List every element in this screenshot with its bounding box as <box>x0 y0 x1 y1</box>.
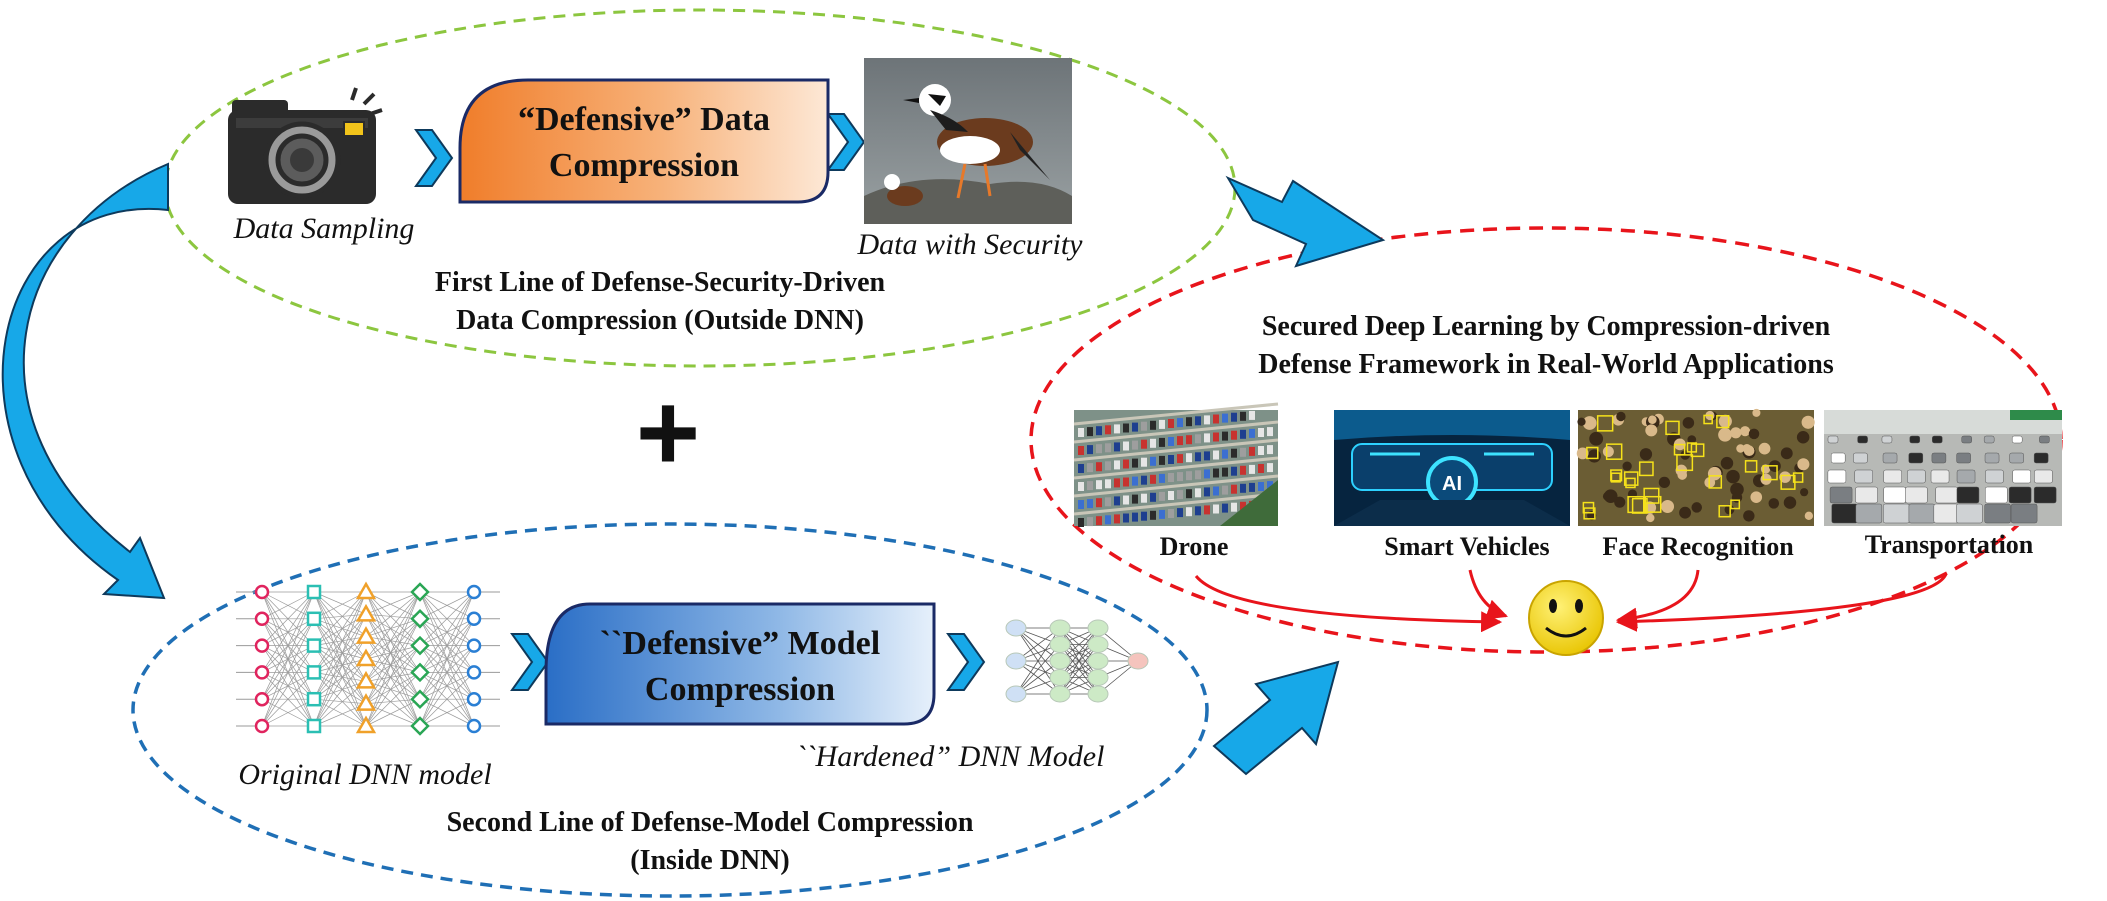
face-recognition-photo <box>1576 408 1815 526</box>
chevron-right-icon <box>946 633 986 691</box>
dnn-node <box>410 609 430 629</box>
dnn-node <box>1087 685 1109 703</box>
dnn-node <box>355 648 377 667</box>
dnn-node <box>355 715 377 734</box>
dnn-node <box>466 718 482 734</box>
dnn-node <box>1087 652 1109 670</box>
top-to-apps-arrow <box>1225 175 1386 268</box>
dnn-node <box>254 718 270 734</box>
dnn-node <box>466 638 482 653</box>
hardened-dnn-label: ``Hardened” DNN Model <box>795 740 1105 773</box>
smart-vehicle-photo: AI <box>1334 410 1570 526</box>
dnn-node <box>1049 652 1071 670</box>
dnn-node <box>410 662 430 683</box>
model-compression-text-line2: Compression <box>644 671 836 708</box>
drone-to-smiley-arrow <box>1194 575 1503 633</box>
app-label-transportation: Transportation <box>1864 530 2034 559</box>
dnn-node <box>306 584 322 600</box>
dnn-node <box>1005 685 1027 703</box>
dnn-node <box>254 638 270 653</box>
vehicle-screen-text: AI <box>1442 473 1462 495</box>
dnn-node <box>355 670 377 689</box>
drone-photo <box>1073 402 1279 527</box>
top-caption-line2: Data Compression (Outside DNN) <box>456 305 864 336</box>
bird-photo <box>864 58 1072 224</box>
bottom-caption-line2: (Inside DNN) <box>630 845 790 876</box>
dnn-node <box>306 665 322 680</box>
dnn-node <box>254 611 270 627</box>
dnn-node <box>355 693 377 711</box>
dnn-node <box>306 718 322 734</box>
transport-to-smiley-arrow <box>1615 573 1948 632</box>
dnn-node <box>466 584 482 600</box>
original-dnn-label: Original DNN model <box>238 758 492 791</box>
model-compression-box <box>544 602 936 726</box>
transportation-photo <box>1824 410 2062 526</box>
camera-icon <box>228 87 383 204</box>
bottom-defense-ellipse <box>131 522 1209 898</box>
dnn-node <box>410 689 430 709</box>
dnn-node <box>1049 636 1071 653</box>
data-sampling-label: Data Sampling <box>233 212 415 245</box>
dnn-node <box>1049 669 1071 686</box>
data-with-security-label: Data with Security <box>857 228 1083 261</box>
dnn-node <box>1127 652 1149 670</box>
dnn-node <box>306 691 322 707</box>
hardened-dnn-diagram <box>1005 619 1149 703</box>
dnn-node <box>410 582 430 602</box>
dnn-node <box>466 665 482 680</box>
chevron-right-icon <box>414 129 454 187</box>
dnn-node <box>306 611 322 627</box>
app-label-face-recognition: Face Recognition <box>1602 532 1794 561</box>
bottom-caption-line1: Second Line of Defense-Model Compression <box>446 807 974 838</box>
model-compression-text-line1: ``Defensive” Model <box>599 625 881 662</box>
dnn-node <box>254 584 270 600</box>
dnn-node <box>355 626 377 644</box>
dnn-node <box>1087 636 1109 653</box>
chevron-right-icon <box>510 633 550 691</box>
data-compression-text-line1: “Defensive” Data <box>517 101 771 138</box>
dnn-node <box>1049 619 1071 637</box>
face-to-smiley-arrow <box>1615 569 1700 629</box>
dnn-node <box>1087 669 1109 686</box>
dnn-node <box>254 665 270 680</box>
original-dnn-diagram <box>236 581 500 736</box>
chevron-right-icon <box>826 113 866 171</box>
plus-sign: + <box>636 371 700 494</box>
dnn-node <box>1005 619 1027 637</box>
vehicles-to-smiley-arrow <box>1468 569 1508 620</box>
dnn-node <box>1005 652 1027 670</box>
curved-flow-arrow <box>1 162 169 600</box>
dnn-node <box>410 716 430 736</box>
dnn-node <box>254 691 270 707</box>
dnn-node <box>355 603 377 622</box>
applications-title-line2: Defense Framework in Real-World Applicat… <box>1258 349 1834 380</box>
app-label-drone: Drone <box>1159 532 1229 561</box>
dnn-node <box>355 581 377 600</box>
bottom-to-apps-arrow <box>1212 660 1340 776</box>
top-caption-line1: First Line of Defense-Security-Driven <box>434 267 886 298</box>
data-compression-text-line2: Compression <box>548 147 740 184</box>
app-label-smart-vehicles: Smart Vehicles <box>1384 532 1550 561</box>
dnn-node <box>466 691 482 707</box>
dnn-node <box>466 611 482 627</box>
applications-title-line1: Secured Deep Learning by Compression-dri… <box>1261 311 1831 342</box>
data-compression-box <box>458 78 830 204</box>
dnn-node <box>1049 685 1071 703</box>
dnn-node <box>1087 619 1109 637</box>
dnn-node <box>410 635 430 656</box>
dnn-node <box>306 638 322 653</box>
smiley-face-icon <box>1528 580 1604 656</box>
